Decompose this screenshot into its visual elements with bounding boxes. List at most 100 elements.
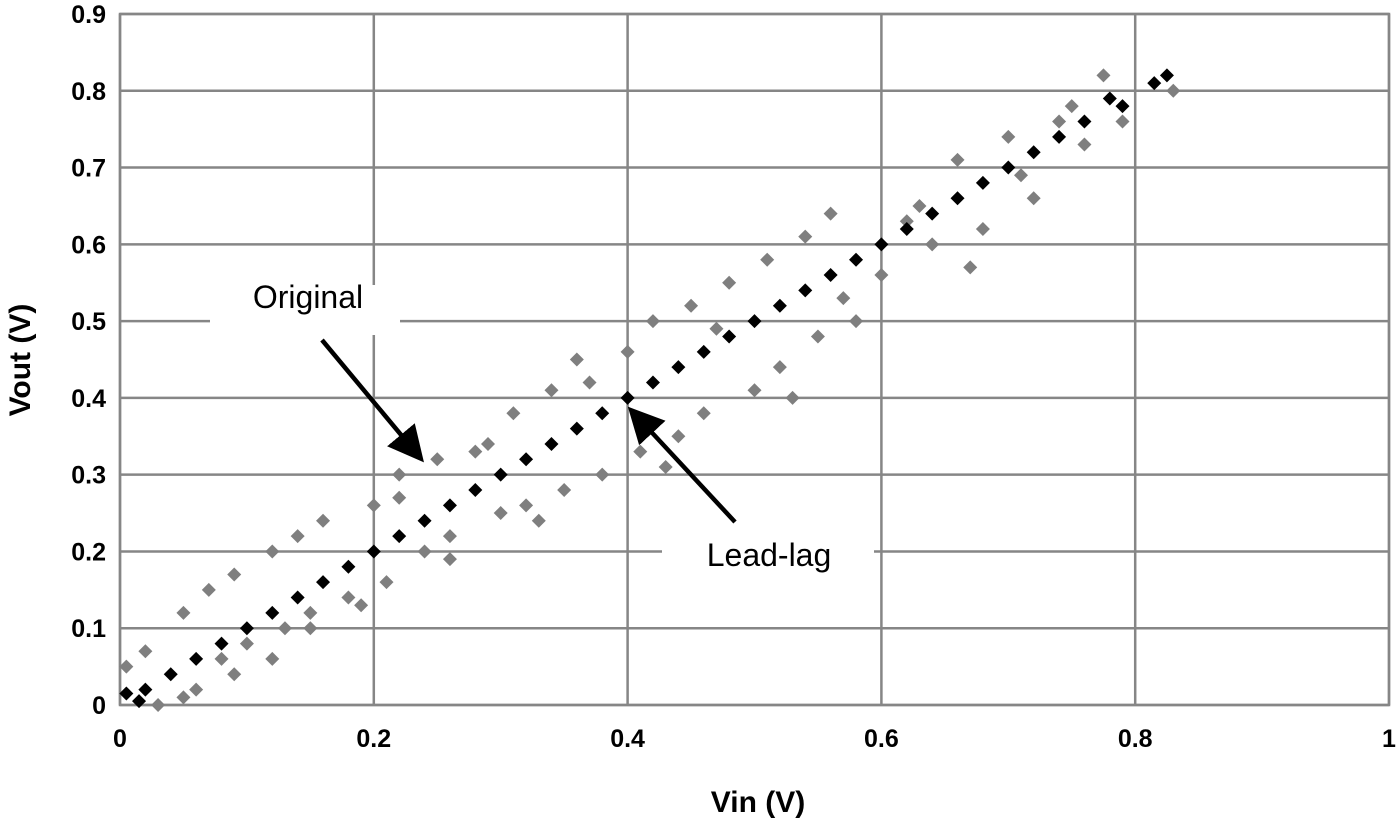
- data-point: [430, 452, 445, 467]
- data-point: [1052, 129, 1067, 144]
- data-point: [823, 268, 838, 283]
- y-tick-label: 0.1: [71, 615, 106, 643]
- data-point: [227, 567, 242, 582]
- y-tick-label: 0.5: [71, 308, 106, 336]
- plot-border: [118, 12, 1391, 707]
- data-point: [849, 252, 864, 267]
- data-point: [975, 175, 990, 190]
- data-point: [1064, 99, 1079, 114]
- data-point: [1115, 114, 1130, 129]
- data-point: [1077, 137, 1092, 152]
- data-point: [645, 314, 660, 329]
- data-point: [163, 667, 178, 682]
- data-point: [151, 698, 166, 712]
- data-point: [950, 191, 965, 206]
- data-point: [798, 229, 813, 244]
- data-point: [747, 383, 762, 398]
- data-point: [1001, 160, 1016, 175]
- annotation-arrow: [627, 406, 737, 524]
- data-point: [722, 329, 737, 344]
- data-point: [1077, 114, 1092, 129]
- data-point: [684, 298, 699, 313]
- data-point: [569, 421, 584, 436]
- data-point: [119, 659, 134, 674]
- y-axis-title: Vout (V): [4, 304, 37, 417]
- data-point: [709, 321, 724, 336]
- data-point: [468, 483, 483, 498]
- data-point: [265, 544, 280, 559]
- data-point: [912, 198, 927, 213]
- data-point: [341, 590, 356, 605]
- y-tick-label: 0.8: [71, 78, 106, 106]
- data-point: [265, 651, 280, 666]
- data-point: [760, 252, 775, 267]
- data-point: [620, 390, 635, 405]
- data-point: [810, 329, 825, 344]
- data-point: [519, 452, 534, 467]
- data-point: [189, 651, 204, 666]
- data-point: [950, 152, 965, 167]
- data-point: [392, 467, 407, 482]
- tick-labels: 0 0.1 0.2 0.3 0.4 0.5 0.6 0.7 0.8 0.9 0 0.2 0.4 0.6 0.…: [71, 1, 1396, 753]
- data-point: [392, 490, 407, 505]
- data-point: [442, 498, 457, 513]
- data-point: [417, 544, 432, 559]
- data-point: [1052, 114, 1067, 129]
- annotations: Original Lead-lag: [210, 279, 874, 592]
- data-point: [214, 651, 229, 666]
- data-point: [975, 221, 990, 236]
- data-point: [366, 498, 381, 513]
- data-point: [633, 444, 648, 459]
- data-point: [239, 636, 254, 651]
- y-tick-label: 0.9: [71, 1, 106, 29]
- data-point: [442, 552, 457, 567]
- data-point: [354, 598, 369, 613]
- data-point: [1102, 91, 1117, 106]
- data-point: [645, 375, 660, 390]
- annotation-arrow: [320, 338, 424, 463]
- data-point: [1026, 145, 1041, 160]
- x-tick-label: 0.6: [864, 725, 899, 753]
- data-point: [1115, 99, 1130, 114]
- data-point: [899, 221, 914, 236]
- data-point: [671, 429, 686, 444]
- y-tick-label: 0.7: [71, 155, 106, 183]
- data-point: [696, 406, 711, 421]
- data-point: [1096, 68, 1111, 83]
- data-point: [214, 636, 229, 651]
- data-point: [963, 260, 978, 275]
- data-point: [544, 383, 559, 398]
- data-point: [379, 575, 394, 590]
- data-point: [696, 344, 711, 359]
- data-point: [595, 467, 610, 482]
- data-point: [176, 605, 191, 620]
- data-point: [798, 283, 813, 298]
- x-axis-title: Vin (V): [711, 786, 805, 819]
- grid-lines: [118, 12, 1391, 707]
- data-point: [658, 459, 673, 474]
- data-point: [772, 360, 787, 375]
- series-original: [119, 68, 1181, 712]
- data-point: [316, 513, 331, 528]
- y-tick-label: 0.4: [71, 385, 106, 413]
- data-point: [1001, 129, 1016, 144]
- data-point: [722, 275, 737, 290]
- data-point: [290, 590, 305, 605]
- axes: [118, 12, 1391, 707]
- data-point: [392, 529, 407, 544]
- data-point: [189, 682, 204, 697]
- y-tick-label: 0.2: [71, 538, 106, 566]
- data-point: [366, 544, 381, 559]
- data-point: [265, 605, 280, 620]
- data-point: [290, 529, 305, 544]
- data-point: [1026, 191, 1041, 206]
- x-tick-label: 0.2: [356, 725, 391, 753]
- data-point: [239, 621, 254, 636]
- data-point: [1147, 76, 1162, 91]
- data-point: [417, 513, 432, 528]
- data-point: [506, 406, 521, 421]
- data-point: [925, 237, 940, 252]
- data-point: [303, 605, 318, 620]
- y-tick-label: 0.6: [71, 231, 106, 259]
